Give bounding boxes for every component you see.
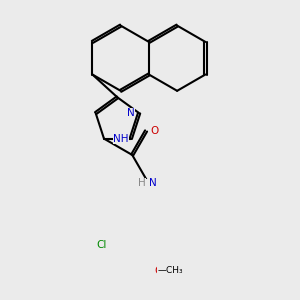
Text: NH: NH — [113, 134, 129, 144]
Text: O: O — [154, 266, 162, 276]
Text: N: N — [148, 178, 156, 188]
Text: O: O — [150, 126, 159, 136]
Text: Cl: Cl — [96, 240, 106, 250]
Text: H: H — [138, 178, 146, 188]
Text: N: N — [127, 108, 134, 118]
Text: —CH₃: —CH₃ — [157, 266, 183, 275]
